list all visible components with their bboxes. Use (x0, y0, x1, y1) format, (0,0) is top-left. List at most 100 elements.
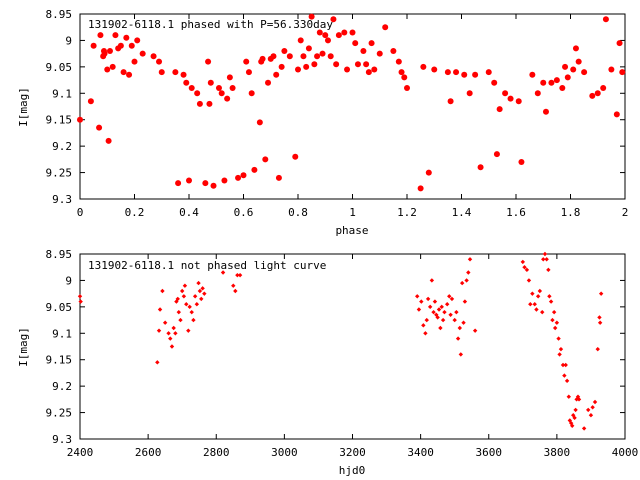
data-point (259, 55, 266, 62)
data-point (376, 50, 383, 57)
data-point (371, 66, 378, 73)
data-point (139, 50, 146, 57)
data-point (235, 272, 240, 278)
data-point (595, 346, 600, 352)
data-point (117, 42, 124, 49)
data-point (454, 309, 459, 315)
data-point (77, 116, 83, 123)
data-point (256, 119, 263, 126)
data-point (419, 299, 424, 304)
data-point (496, 106, 503, 113)
data-point (491, 79, 498, 86)
data-point (524, 267, 530, 273)
data-point (417, 185, 424, 192)
data-point (134, 37, 141, 44)
data-point (300, 53, 307, 60)
data-point (77, 294, 83, 299)
data-point (237, 272, 243, 278)
data-point (558, 346, 564, 352)
data-point (368, 40, 375, 47)
x-tick-label: 0.8 (288, 206, 308, 219)
data-point (461, 320, 466, 325)
data-point (240, 172, 247, 179)
data-points (77, 13, 626, 192)
data-point (305, 45, 312, 52)
data-point (528, 302, 533, 307)
data-point (297, 37, 304, 44)
data-point (598, 291, 604, 296)
data-point (548, 79, 555, 86)
y-tick-label: 9.1 (52, 327, 72, 340)
data-point (425, 169, 432, 176)
data-point (550, 317, 555, 323)
x-tick-label: 3000 (271, 446, 298, 459)
data-point (575, 58, 582, 65)
data-point (563, 362, 568, 368)
data-point (452, 317, 457, 323)
data-point (215, 85, 222, 91)
data-point (187, 304, 192, 310)
data-point (520, 259, 526, 265)
data-point (553, 77, 560, 84)
data-point (431, 66, 438, 73)
data-point (210, 182, 217, 189)
x-tick-label: 0.6 (234, 206, 254, 219)
data-point (461, 71, 468, 78)
data-point (286, 53, 293, 60)
data-point (435, 315, 440, 320)
data-point (415, 294, 420, 299)
x-axis: 0 0.2 0.4 0.6 0.8 1 1.2 1.4 1.6 1.8 2 (77, 14, 628, 219)
data-point (560, 362, 566, 368)
y-tick-label: 9 (65, 34, 72, 47)
data-point (544, 257, 549, 262)
data-point (243, 58, 250, 65)
data-points (77, 251, 604, 431)
data-point (537, 288, 543, 294)
phased-light-curve-chart: 8.95 9 9.05 9.1 9.15 9.2 9.25 9.3 0 0.2 0.4 0.6 0.8… (17, 8, 628, 237)
data-point (218, 90, 225, 97)
data-point (586, 407, 591, 413)
data-point (206, 100, 213, 107)
y-tick-label: 9.15 (46, 114, 73, 127)
x-axis-label: hjd0 (339, 464, 366, 477)
data-point (444, 69, 451, 76)
x-tick-label: 3200 (339, 446, 366, 459)
data-point (421, 323, 426, 328)
data-point (423, 331, 428, 336)
data-point (429, 278, 435, 283)
data-point (526, 278, 532, 283)
data-point (189, 309, 194, 315)
data-point (105, 137, 112, 144)
y-tick-label: 9.15 (46, 354, 73, 367)
data-point (104, 66, 111, 73)
y-tick-label: 9 (65, 274, 72, 287)
data-point (158, 69, 165, 76)
data-point (322, 32, 329, 39)
data-point (554, 320, 560, 325)
data-point (542, 251, 548, 257)
data-point (535, 294, 541, 299)
data-point (588, 413, 594, 418)
x-tick-label: 1.8 (561, 206, 581, 219)
data-point (316, 29, 323, 36)
y-tick-label: 8.95 (46, 8, 73, 21)
data-point (453, 69, 460, 76)
x-tick-label: 3800 (544, 446, 571, 459)
data-point (444, 302, 450, 307)
y-tick-label: 9.3 (52, 193, 72, 206)
data-point (557, 352, 562, 357)
data-point (251, 166, 258, 173)
data-point (395, 58, 402, 65)
data-point (597, 315, 602, 320)
data-point (455, 336, 461, 341)
data-point (333, 61, 340, 68)
data-point (199, 296, 204, 302)
x-tick-label: 1.4 (452, 206, 472, 219)
data-point (181, 294, 187, 299)
data-point (540, 309, 545, 315)
y-axis: 8.95 9 9.05 9.1 9.15 9.2 9.25 9.3 (46, 8, 625, 206)
data-point (156, 328, 162, 333)
x-tick-label: 3400 (407, 446, 434, 459)
data-point (613, 111, 620, 118)
data-point (552, 325, 558, 331)
